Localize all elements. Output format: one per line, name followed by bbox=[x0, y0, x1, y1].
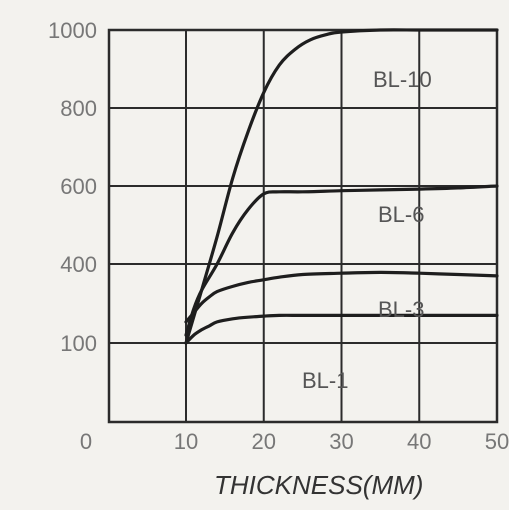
plot-frame bbox=[107, 28, 499, 424]
series-line-bl-1 bbox=[184, 313, 499, 345]
x-tick-label: 10 bbox=[174, 429, 198, 454]
label-bl10: BL-10 bbox=[373, 67, 432, 92]
label-bl3: BL-3 bbox=[378, 297, 424, 322]
label-bl1: BL-1 bbox=[302, 368, 348, 393]
series-curves bbox=[184, 28, 499, 345]
x-tick-label: 20 bbox=[252, 429, 276, 454]
x-tick-label: 40 bbox=[407, 429, 431, 454]
y-tick-label: 800 bbox=[60, 96, 97, 121]
y-tick-label: 100 bbox=[60, 331, 97, 356]
origin-label: 0 bbox=[80, 429, 92, 454]
y-tick-label: 1000 bbox=[48, 18, 97, 43]
x-tick-label: 50 bbox=[485, 429, 509, 454]
series-line-bl-10 bbox=[184, 28, 499, 345]
label-bl6: BL-6 bbox=[378, 202, 424, 227]
y-tick-label: 400 bbox=[60, 252, 97, 277]
series-line-bl-3 bbox=[184, 270, 499, 324]
x-tick-label: 30 bbox=[329, 429, 353, 454]
x-axis-title: THICKNESS(MM) bbox=[214, 470, 423, 500]
grid bbox=[107, 28, 499, 424]
y-tick-label: 600 bbox=[60, 174, 97, 199]
series-line-bl-6 bbox=[184, 184, 499, 337]
tick-labels: 100 400 600 800 1000 10 20 30 40 50 0 bbox=[48, 18, 509, 454]
